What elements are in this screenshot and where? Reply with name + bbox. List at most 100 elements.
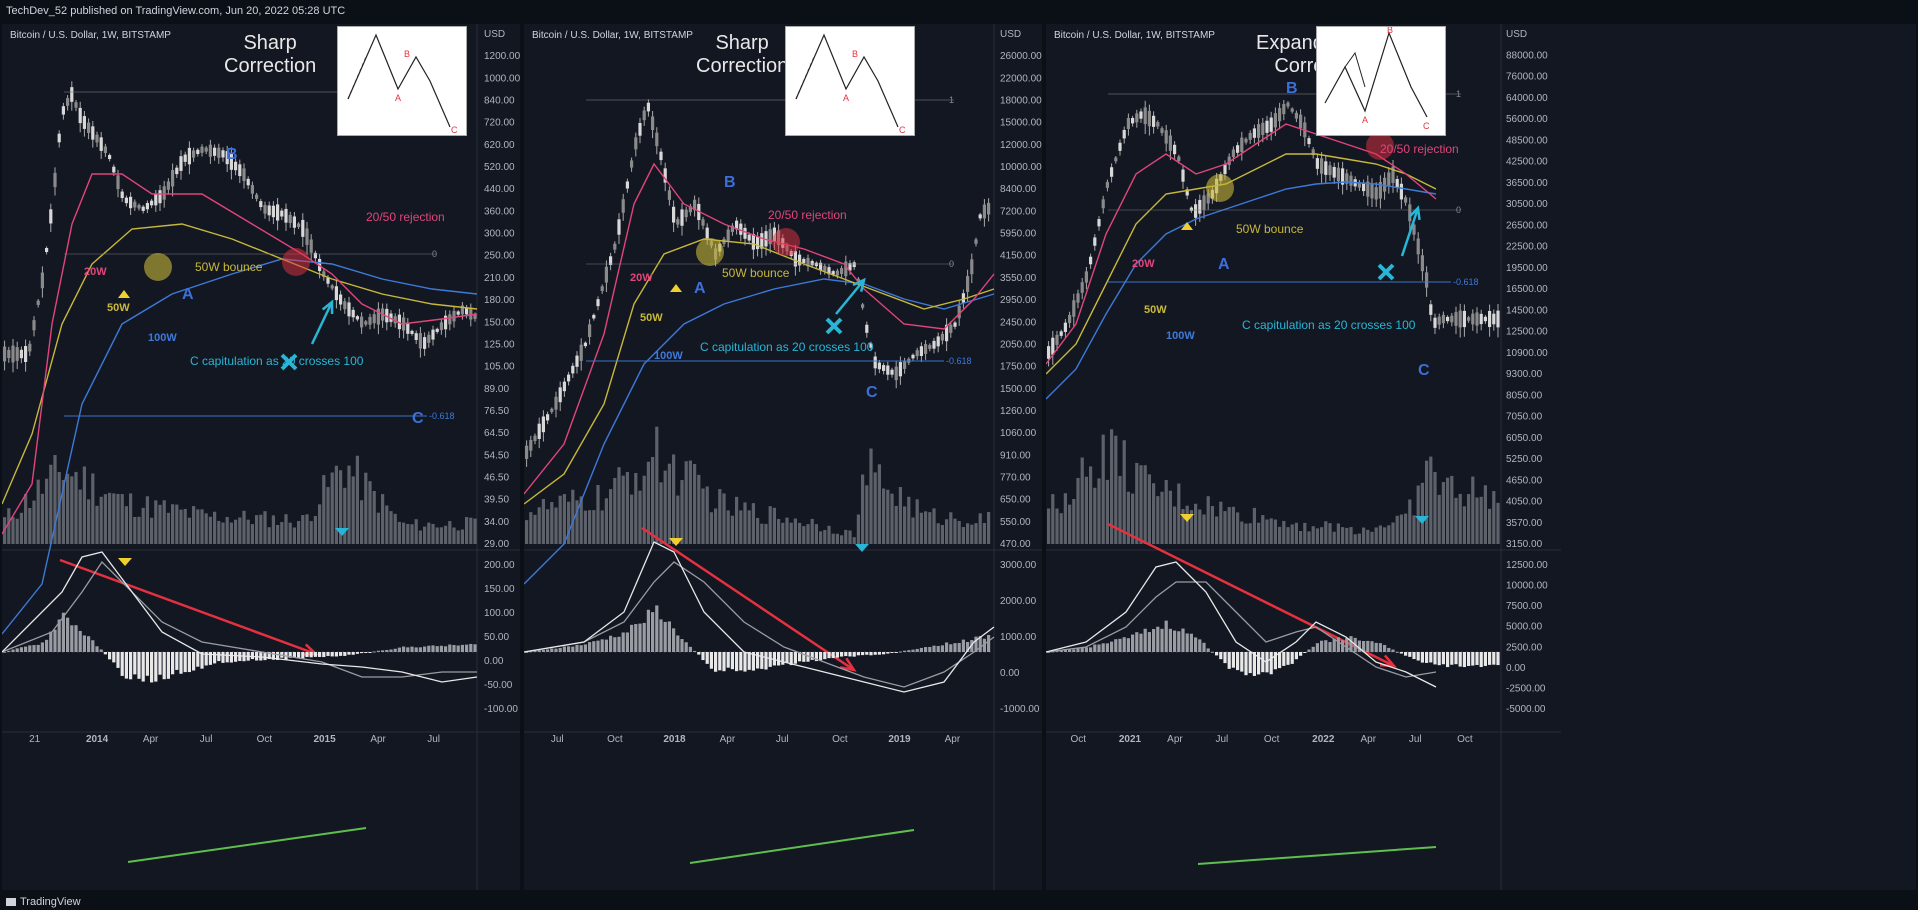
chart-canvas-2[interactable]: 1 0 -0.618 USD 26000.00 22000.00 18000.00 15000… — [524, 24, 1042, 890]
candle-body — [234, 161, 238, 171]
candle-body — [642, 110, 646, 121]
chart-panel-3[interactable]: 1 0 -0.618 USD 88000.00 76000.00 64000.00 56000… — [1046, 24, 1916, 890]
candle-body — [957, 305, 961, 319]
price-tick-label: 360.00 — [484, 206, 515, 217]
volume-bar — [301, 515, 305, 544]
volume-bar — [150, 517, 154, 544]
wave-a: A — [1218, 256, 1230, 273]
osc-tick-label: 2000.00 — [1000, 596, 1037, 607]
macd-histogram-bar — [680, 639, 684, 652]
macd-histogram-bar — [1219, 652, 1223, 660]
volume-bar — [326, 487, 330, 544]
macd-histogram-bar — [1143, 628, 1147, 652]
volume-bar — [1290, 524, 1294, 544]
candle-body — [238, 164, 242, 177]
macd-histogram-bar — [751, 652, 755, 671]
macd-histogram-bar — [45, 639, 49, 652]
candle-body — [928, 344, 932, 349]
rejection-circle — [282, 248, 310, 276]
volume-bar — [1462, 506, 1466, 544]
macd-histogram-bar — [1084, 647, 1088, 652]
capitulation-label: C capitulation as 20 crosses 100 — [190, 354, 364, 368]
macd-histogram-bar — [1097, 644, 1101, 652]
price-tick-label: 300.00 — [484, 229, 515, 240]
candle-body — [953, 322, 957, 327]
wave-c-label: C — [451, 125, 458, 135]
macd-histogram-bar — [364, 652, 368, 653]
volume-bar — [381, 494, 385, 544]
volume-bar — [1047, 508, 1051, 544]
volume-bar — [1168, 490, 1172, 544]
candle-body — [297, 223, 301, 227]
macd-histogram-bar — [171, 652, 175, 675]
candle-body — [1311, 149, 1315, 156]
macd-histogram-bar — [529, 651, 533, 653]
macd-histogram-bar — [592, 641, 596, 652]
chart-canvas-1[interactable]: 10-0.618USD1200.001000.00840.00720.00620… — [2, 24, 520, 890]
macd-histogram-bar — [1441, 652, 1445, 665]
macd-histogram-bar — [827, 652, 831, 659]
macd-histogram-bar — [621, 632, 625, 652]
candle-body — [630, 160, 634, 168]
volume-bar — [596, 485, 600, 544]
volume-bar — [579, 496, 583, 544]
macd-histogram-bar — [739, 652, 743, 671]
candle-body — [1101, 199, 1105, 209]
fib-label-0: 0 — [432, 249, 437, 259]
candle-body — [3, 346, 7, 362]
chart-canvas-3[interactable]: 1 0 -0.618 USD 88000.00 76000.00 64000.00 56000… — [1046, 24, 1916, 890]
volume-bar — [297, 521, 301, 544]
volume-bar — [1080, 457, 1084, 544]
volume-bar — [919, 512, 923, 544]
chart-panel-2[interactable]: 1 0 -0.618 USD 26000.00 22000.00 18000.00 15000… — [524, 24, 1042, 890]
macd-histogram-bar — [339, 652, 343, 656]
candle-body — [1399, 183, 1403, 200]
macd-histogram-bar — [1173, 630, 1177, 652]
price-tick-label: 1750.00 — [1000, 362, 1037, 373]
macd-histogram-bar — [823, 652, 827, 660]
price-tick-label: 34.00 — [484, 517, 509, 528]
macd-histogram-bar — [882, 652, 886, 655]
volume-bar — [141, 507, 145, 544]
macd-histogram-bar — [634, 624, 638, 652]
macd-histogram-bar — [343, 652, 347, 656]
candle-body — [99, 137, 103, 151]
macd-histogram-bar — [150, 652, 154, 683]
volume-bar — [1089, 466, 1093, 544]
wave-a-label: A — [1362, 115, 1368, 125]
macd-histogram-bar — [945, 642, 949, 652]
tradingview-logo-icon — [6, 898, 16, 907]
candle-body — [187, 147, 191, 165]
macd-histogram-bar — [1408, 652, 1412, 657]
volume-bar — [7, 508, 11, 544]
volume-bar — [351, 476, 355, 544]
macd-histogram-bar — [709, 652, 713, 669]
price-tick-label: 5250.00 — [1506, 454, 1543, 465]
price-tick-label: 14500.00 — [1506, 305, 1548, 316]
volume-bar — [701, 488, 705, 544]
macd-histogram-bar — [1164, 620, 1168, 652]
macd-histogram-bar — [1315, 643, 1319, 652]
macd-histogram-bar — [756, 652, 760, 669]
macd-histogram-bar — [600, 639, 604, 652]
volume-bar — [124, 506, 128, 544]
candle-body — [1047, 346, 1051, 359]
volume-bar — [385, 505, 389, 544]
candle-body — [1244, 138, 1248, 143]
wave-b-label: B — [1387, 27, 1393, 35]
candle-body — [596, 299, 600, 307]
volume-bar — [949, 512, 953, 544]
rejection-circle — [772, 228, 800, 256]
up-triangle-marker — [670, 284, 682, 292]
macd-histogram-bar — [663, 621, 667, 652]
macd-histogram-bar — [456, 645, 460, 652]
volume-bar — [1408, 499, 1412, 544]
macd-histogram-bar — [1488, 652, 1492, 665]
price-tick-label: 26000.00 — [1000, 51, 1042, 62]
tradingview-footer: TradingView — [0, 894, 1918, 910]
fib-label-0: 0 — [949, 259, 954, 269]
volume-bar — [621, 475, 625, 544]
candle-body — [1299, 114, 1303, 129]
candle-body — [558, 387, 562, 403]
chart-panel-1[interactable]: 10-0.618USD1200.001000.00840.00720.00620… — [2, 24, 520, 890]
